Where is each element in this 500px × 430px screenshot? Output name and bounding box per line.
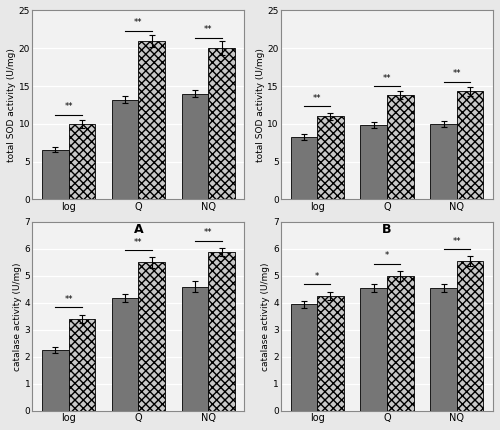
Text: **: ** (134, 18, 142, 28)
Text: *: * (315, 272, 319, 281)
Bar (457, 91, 483, 200)
Bar (112, 298, 138, 411)
Y-axis label: total SOD activity (U/mg): total SOD activity (U/mg) (7, 48, 16, 162)
Y-axis label: total SOD activity (U/mg): total SOD activity (U/mg) (256, 48, 264, 162)
Bar (430, 288, 457, 411)
Bar (138, 262, 165, 411)
Bar (317, 296, 344, 411)
Bar (457, 261, 483, 411)
Bar (387, 95, 413, 200)
Bar (208, 48, 235, 200)
Text: **: ** (64, 102, 73, 111)
Bar (208, 252, 235, 411)
Bar (317, 116, 344, 200)
Text: **: ** (452, 237, 461, 246)
Bar (68, 319, 95, 411)
Y-axis label: catalase activity (U/mg): catalase activity (U/mg) (262, 262, 270, 371)
Bar (182, 94, 208, 200)
Text: **: ** (134, 238, 142, 247)
Bar (290, 304, 317, 411)
Text: **: ** (204, 25, 212, 34)
Bar (42, 150, 68, 200)
Bar (138, 41, 165, 200)
Text: **: ** (382, 74, 391, 83)
Bar (387, 276, 413, 411)
Text: *: * (385, 252, 389, 261)
Y-axis label: catalase activity (U/mg): catalase activity (U/mg) (12, 262, 22, 371)
Text: **: ** (313, 94, 322, 103)
Bar (182, 287, 208, 411)
Bar (290, 137, 317, 200)
Text: **: ** (204, 228, 212, 237)
Bar (112, 100, 138, 200)
Text: **: ** (452, 69, 461, 78)
Text: **: ** (64, 295, 73, 304)
Bar (42, 350, 68, 411)
Bar (68, 124, 95, 200)
Text: B: B (382, 223, 392, 236)
Bar (430, 124, 457, 200)
Text: A: A (134, 223, 143, 236)
Bar (360, 288, 387, 411)
Bar (360, 126, 387, 200)
